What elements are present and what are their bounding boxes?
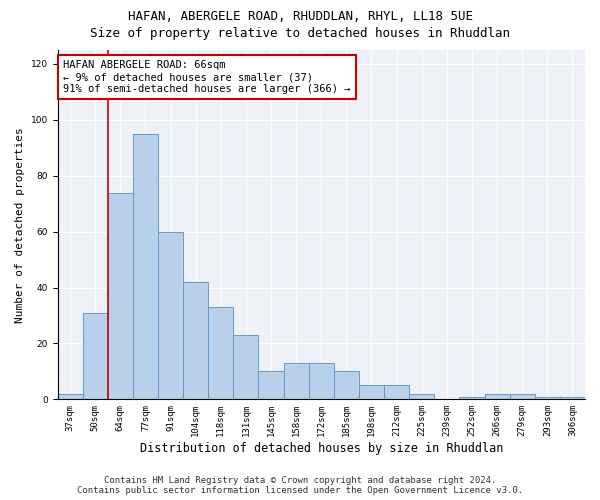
Bar [334,372,359,400]
Text: Size of property relative to detached houses in Rhuddlan: Size of property relative to detached ho… [90,28,510,40]
Bar [309,363,334,400]
Bar [485,394,509,400]
Bar [560,396,585,400]
Bar [259,372,284,400]
Bar [108,192,133,400]
Bar [233,335,259,400]
Bar [133,134,158,400]
Text: HAFAN ABERGELE ROAD: 66sqm
← 9% of detached houses are smaller (37)
91% of semi-: HAFAN ABERGELE ROAD: 66sqm ← 9% of detac… [63,60,350,94]
Bar [384,386,409,400]
Bar [409,394,434,400]
Bar [208,307,233,400]
Y-axis label: Number of detached properties: Number of detached properties [15,127,25,322]
Bar [284,363,309,400]
Bar [460,396,485,400]
Bar [509,394,535,400]
Bar [535,396,560,400]
Bar [183,282,208,400]
Bar [83,312,108,400]
X-axis label: Distribution of detached houses by size in Rhuddlan: Distribution of detached houses by size … [140,442,503,455]
Bar [359,386,384,400]
Text: HAFAN, ABERGELE ROAD, RHUDDLAN, RHYL, LL18 5UE: HAFAN, ABERGELE ROAD, RHUDDLAN, RHYL, LL… [128,10,473,23]
Bar [158,232,183,400]
Bar [58,394,83,400]
Text: Contains HM Land Registry data © Crown copyright and database right 2024.
Contai: Contains HM Land Registry data © Crown c… [77,476,523,495]
